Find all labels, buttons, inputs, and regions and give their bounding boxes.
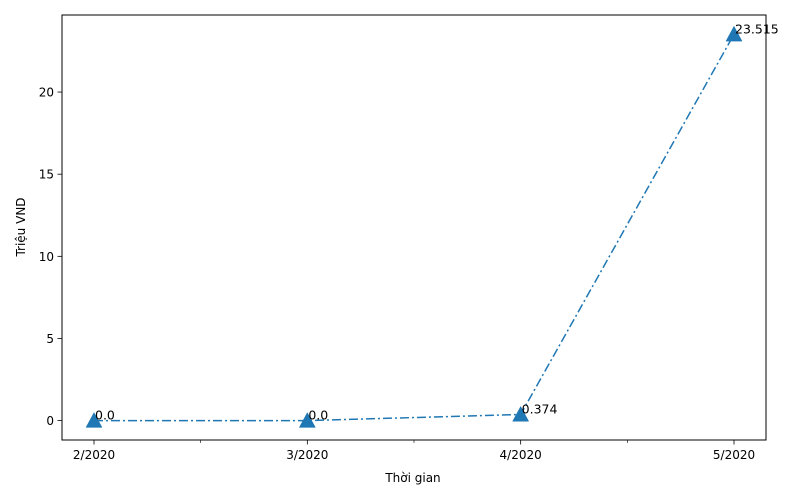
x-axis-title: Thời gian xyxy=(384,471,440,485)
data-point-marker xyxy=(725,25,743,42)
y-tick-label: 10 xyxy=(39,250,54,264)
data-point-marker xyxy=(85,412,103,428)
axes: 2/2020 3/2020 4/2020 5/2020 0 5 10 15 20 xyxy=(39,86,755,462)
y-tick-label: 20 xyxy=(39,86,54,100)
data-label: 0.374 xyxy=(522,401,558,416)
data-label: 0.0 xyxy=(308,408,328,423)
x-tick-label: 4/2020 xyxy=(500,448,542,462)
y-axis-title: Triệu VND xyxy=(14,197,28,257)
x-tick-label: 3/2020 xyxy=(286,448,328,462)
data-point-marker xyxy=(298,412,316,428)
plot-area: 0.0 0.0 0.374 23.515 xyxy=(85,21,779,428)
data-label: 23.515 xyxy=(735,21,779,36)
y-tick-label: 0 xyxy=(46,414,54,428)
y-tick-label: 15 xyxy=(39,168,54,182)
data-point-marker xyxy=(512,405,530,422)
x-tick-label: 5/2020 xyxy=(713,448,755,462)
series-line xyxy=(94,33,735,422)
x-tick-label: 2/2020 xyxy=(73,448,115,462)
y-tick-label: 5 xyxy=(46,332,54,346)
data-label: 0.0 xyxy=(95,408,115,423)
